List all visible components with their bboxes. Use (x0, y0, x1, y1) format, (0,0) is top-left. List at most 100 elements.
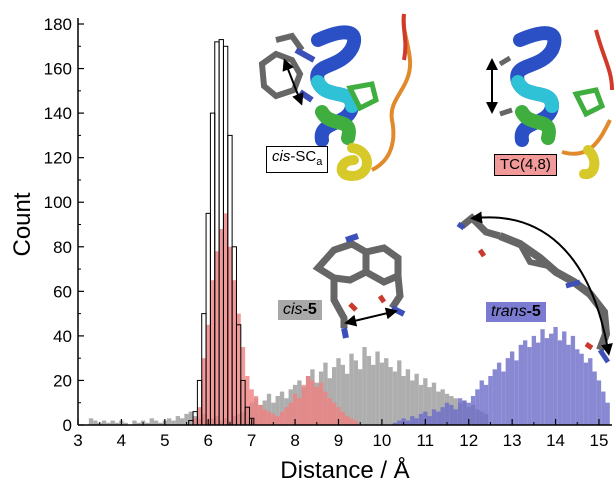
bar (323, 391, 328, 425)
bar (401, 418, 406, 425)
x-tick-label: 15 (590, 431, 609, 450)
bar (549, 333, 554, 425)
bar (479, 380, 484, 425)
bar (423, 411, 428, 425)
bar (136, 422, 141, 425)
bar (305, 375, 311, 425)
bar (236, 313, 241, 425)
illustration-cis5 (312, 233, 406, 339)
bar (279, 411, 285, 425)
bar (149, 418, 154, 425)
y-tick-label: 0 (63, 416, 72, 435)
bar (210, 280, 215, 425)
x-tick-label: 9 (334, 431, 343, 450)
y-axis-title: Count (9, 192, 36, 256)
bar (227, 246, 233, 425)
bar (371, 364, 376, 425)
bar (592, 371, 597, 425)
bar (405, 420, 411, 425)
bar (436, 391, 441, 425)
y-tick-label: 60 (53, 282, 72, 301)
bar (423, 378, 428, 425)
x-tick-label: 13 (503, 431, 522, 450)
bar (427, 387, 432, 425)
bar (106, 422, 111, 425)
bar (514, 360, 519, 425)
bar (353, 360, 359, 425)
label-tc48-text: TC(4,8) (500, 156, 551, 173)
bar (93, 420, 98, 425)
bar (88, 418, 94, 425)
bar (449, 404, 454, 425)
bar (349, 353, 354, 425)
bar (384, 358, 389, 425)
bar (193, 418, 198, 425)
bar (318, 382, 324, 425)
bar (223, 213, 228, 425)
bar (292, 393, 298, 425)
bar (397, 360, 402, 425)
x-tick-label: 7 (247, 431, 256, 450)
illustration-trans5 (456, 211, 613, 364)
bar (114, 422, 120, 425)
bar (566, 344, 571, 425)
bar (583, 362, 589, 425)
bar (483, 384, 489, 425)
x-tick-label: 12 (459, 431, 478, 450)
bar (206, 324, 211, 425)
bar (405, 369, 411, 425)
bar (258, 404, 263, 425)
bar (123, 422, 128, 425)
bar (536, 342, 541, 425)
bar (180, 418, 185, 425)
bar (158, 422, 163, 425)
bar (279, 391, 285, 425)
bar (496, 362, 502, 425)
series-trans-5 (392, 326, 610, 425)
bar (505, 358, 510, 425)
bar (518, 344, 523, 425)
bar (527, 347, 532, 425)
label-trans5-prefix: trans (491, 303, 527, 320)
y-tick-label: 160 (44, 60, 72, 79)
bar (184, 413, 189, 425)
bar (431, 382, 437, 425)
bar (253, 396, 259, 425)
bar (271, 413, 276, 425)
bar (414, 418, 419, 425)
bar (470, 396, 476, 425)
bar (331, 367, 337, 425)
bar (466, 402, 471, 425)
label-trans5-main: -5 (526, 303, 541, 320)
bar (553, 326, 558, 425)
bar (605, 402, 610, 425)
bar (444, 402, 450, 425)
bar (358, 369, 363, 425)
series-tc-4-8- (193, 213, 359, 425)
label-cis5: cis-5 (278, 300, 322, 320)
bar (314, 387, 319, 425)
y-tick-label: 140 (44, 104, 72, 123)
bar (575, 349, 580, 425)
bar (501, 371, 506, 425)
bar (197, 407, 202, 425)
bar (297, 398, 302, 425)
bar (596, 380, 602, 425)
bar (171, 420, 176, 425)
bar (214, 251, 220, 425)
bar (188, 411, 194, 425)
bar (601, 391, 606, 425)
bar (266, 411, 272, 425)
bar (579, 353, 584, 425)
bar (349, 418, 354, 425)
x-tick-label: 8 (290, 431, 299, 450)
bar (362, 347, 367, 425)
x-tick-label: 3 (73, 431, 82, 450)
bar (388, 367, 393, 425)
bar (345, 373, 350, 425)
bar (379, 362, 385, 425)
label-cis5-prefix: cis (283, 301, 303, 318)
bar (397, 420, 402, 425)
x-tick-label: 10 (372, 431, 391, 450)
